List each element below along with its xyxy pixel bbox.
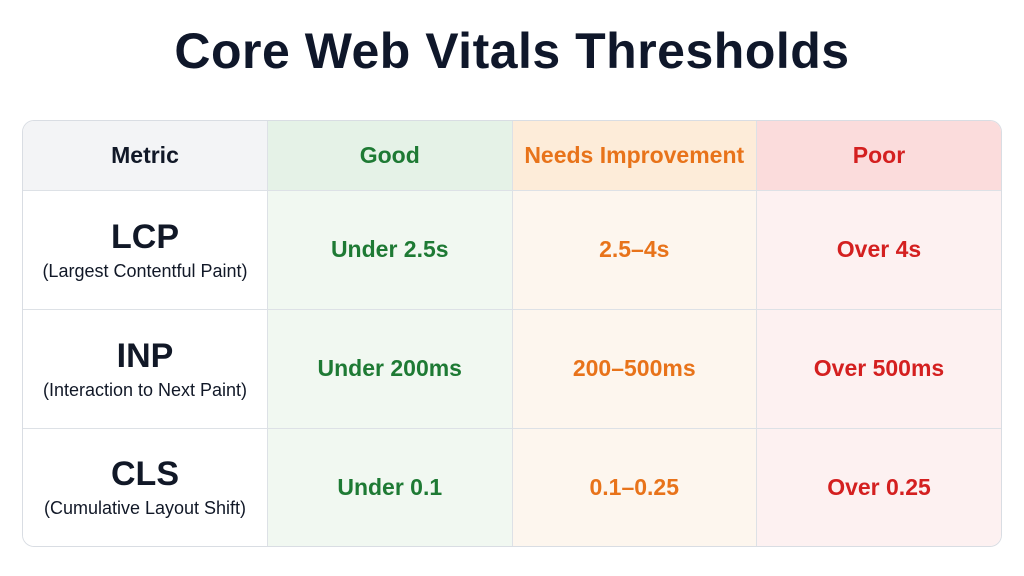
- metric-abbr: INP: [116, 336, 174, 375]
- header-cell: Metric: [23, 121, 268, 191]
- good-cell: Under 0.1: [267, 427, 513, 546]
- poor-cell: Over 4s: [756, 190, 1001, 310]
- table-head: Metric Good Needs Improvement Poor: [23, 121, 1001, 191]
- table-row: LCP (Largest Contentful Paint) Under 2.5s 2…: [23, 190, 1001, 310]
- metric-name: (Largest Contentful Paint): [42, 260, 248, 281]
- poor-cell: Over 0.25: [756, 427, 1001, 546]
- metric-abbr: LCP: [111, 217, 179, 256]
- needs-cell: 0.1–0.25: [511, 427, 757, 546]
- table-body: LCP (Largest Contentful Paint) Under 2.5s 2…: [23, 190, 1001, 546]
- metric-cell: CLS (Cumulative Layout Shift): [23, 427, 268, 546]
- header-row: Metric Good Needs Improvement Poor: [23, 121, 1001, 191]
- needs-cell: 2.5–4s: [511, 190, 757, 310]
- title: Core Web Vitals Thresholds: [174, 23, 850, 79]
- header-cell: Poor: [756, 121, 1001, 191]
- metric-cell: INP (Interaction to Next Paint): [23, 308, 268, 429]
- needs-cell: 200–500ms: [511, 308, 757, 429]
- metric-name: (Interaction to Next Paint): [42, 379, 248, 400]
- thresholds-table: Metric Good Needs Improvement Poor LCP (Larg…: [23, 121, 1001, 546]
- table-row: CLS (Cumulative Layout Shift) Under 0.1 0.1…: [23, 427, 1001, 546]
- header-cell: Good: [267, 121, 513, 191]
- metric-cell: LCP (Largest Contentful Paint): [23, 190, 268, 310]
- good-cell: Under 200ms: [267, 308, 513, 429]
- poor-cell: Over 500ms: [756, 308, 1001, 429]
- good-cell: Under 2.5s: [267, 190, 513, 310]
- table-frame: Metric Good Needs Improvement Poor LCP (Larg…: [22, 120, 1002, 547]
- metric-name: (Cumulative Layout Shift): [43, 498, 247, 519]
- table-row: INP (Interaction to Next Paint) Under 200m…: [23, 308, 1001, 429]
- metric-abbr: CLS: [111, 455, 179, 494]
- header-cell: Needs Improvement: [511, 121, 757, 191]
